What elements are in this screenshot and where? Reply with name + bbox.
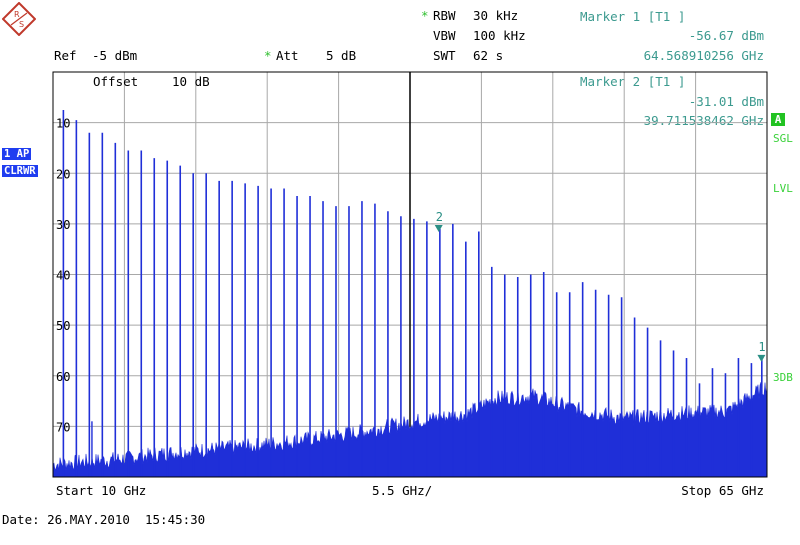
rohde-schwarz-logo-icon: R S — [2, 2, 36, 36]
marker-2-title: Marker 2 [T1 ] — [580, 74, 686, 89]
svg-text:R: R — [14, 10, 20, 19]
att-star-icon: * — [264, 48, 272, 63]
trace-mode-indicator: CLRWR — [2, 165, 38, 177]
trace-a-badge: A — [771, 113, 785, 126]
span-per-division: 5.5 GHz/ — [372, 483, 433, 498]
marker-2-label: 2 — [436, 210, 443, 224]
offset-value: 10 dB — [172, 74, 210, 89]
swt-label: SWT — [433, 48, 456, 63]
marker-2-symbol — [434, 224, 443, 232]
sgl-indicator: SGL — [773, 132, 793, 145]
att-value: 5 dB — [326, 48, 357, 63]
rbw-label: RBW — [433, 8, 456, 23]
marker-1-symbol — [757, 354, 766, 362]
y-tick-label: 10 — [56, 117, 70, 131]
y-tick-label: 40 — [56, 269, 70, 283]
svg-text:S: S — [19, 20, 24, 29]
offset-label: Offset — [93, 74, 139, 89]
y-tick-label: 50 — [56, 319, 70, 333]
harmonic-lines — [62, 109, 763, 477]
rbw-star-icon: * — [421, 8, 429, 23]
y-tick-label: 70 — [56, 420, 70, 434]
marker-1-freq: 64.568910256 GHz — [643, 48, 764, 63]
att-label: Att — [276, 48, 299, 63]
lvl-indicator: LVL — [773, 182, 793, 195]
ref-label: Ref — [54, 48, 77, 63]
vbw-value: 100 kHz — [473, 28, 526, 43]
plot-frame — [52, 71, 768, 478]
trace-1-indicator: 1 AP — [2, 148, 32, 160]
start-frequency: Start 10 GHz — [56, 483, 147, 498]
ref-value: -5 dBm — [92, 48, 138, 63]
y-tick-label: 30 — [56, 218, 70, 232]
marker-1-label: 1 — [758, 340, 765, 354]
marker-2-level: -31.01 dBm — [688, 94, 764, 109]
y-tick-label: 20 — [56, 167, 70, 181]
marker-symbols: 12 — [434, 210, 766, 362]
rbw-value: 30 kHz — [473, 8, 519, 23]
y-tick-labels: 10 20 30 40 50 60 70 — [56, 117, 70, 435]
y-tick-label: 60 — [56, 370, 70, 384]
3db-indicator: 3DB — [773, 371, 793, 384]
vbw-label: VBW — [433, 28, 456, 43]
stop-frequency: Stop 65 GHz — [681, 483, 764, 498]
swt-value: 62 s — [473, 48, 504, 63]
timestamp: Date: 26.MAY.2010 15:45:30 — [2, 512, 206, 527]
marker-2-freq: 39.711538462 GHz — [643, 113, 764, 128]
marker-1-title: Marker 1 [T1 ] — [580, 9, 686, 24]
marker-1-level: -56.67 dBm — [688, 28, 764, 43]
